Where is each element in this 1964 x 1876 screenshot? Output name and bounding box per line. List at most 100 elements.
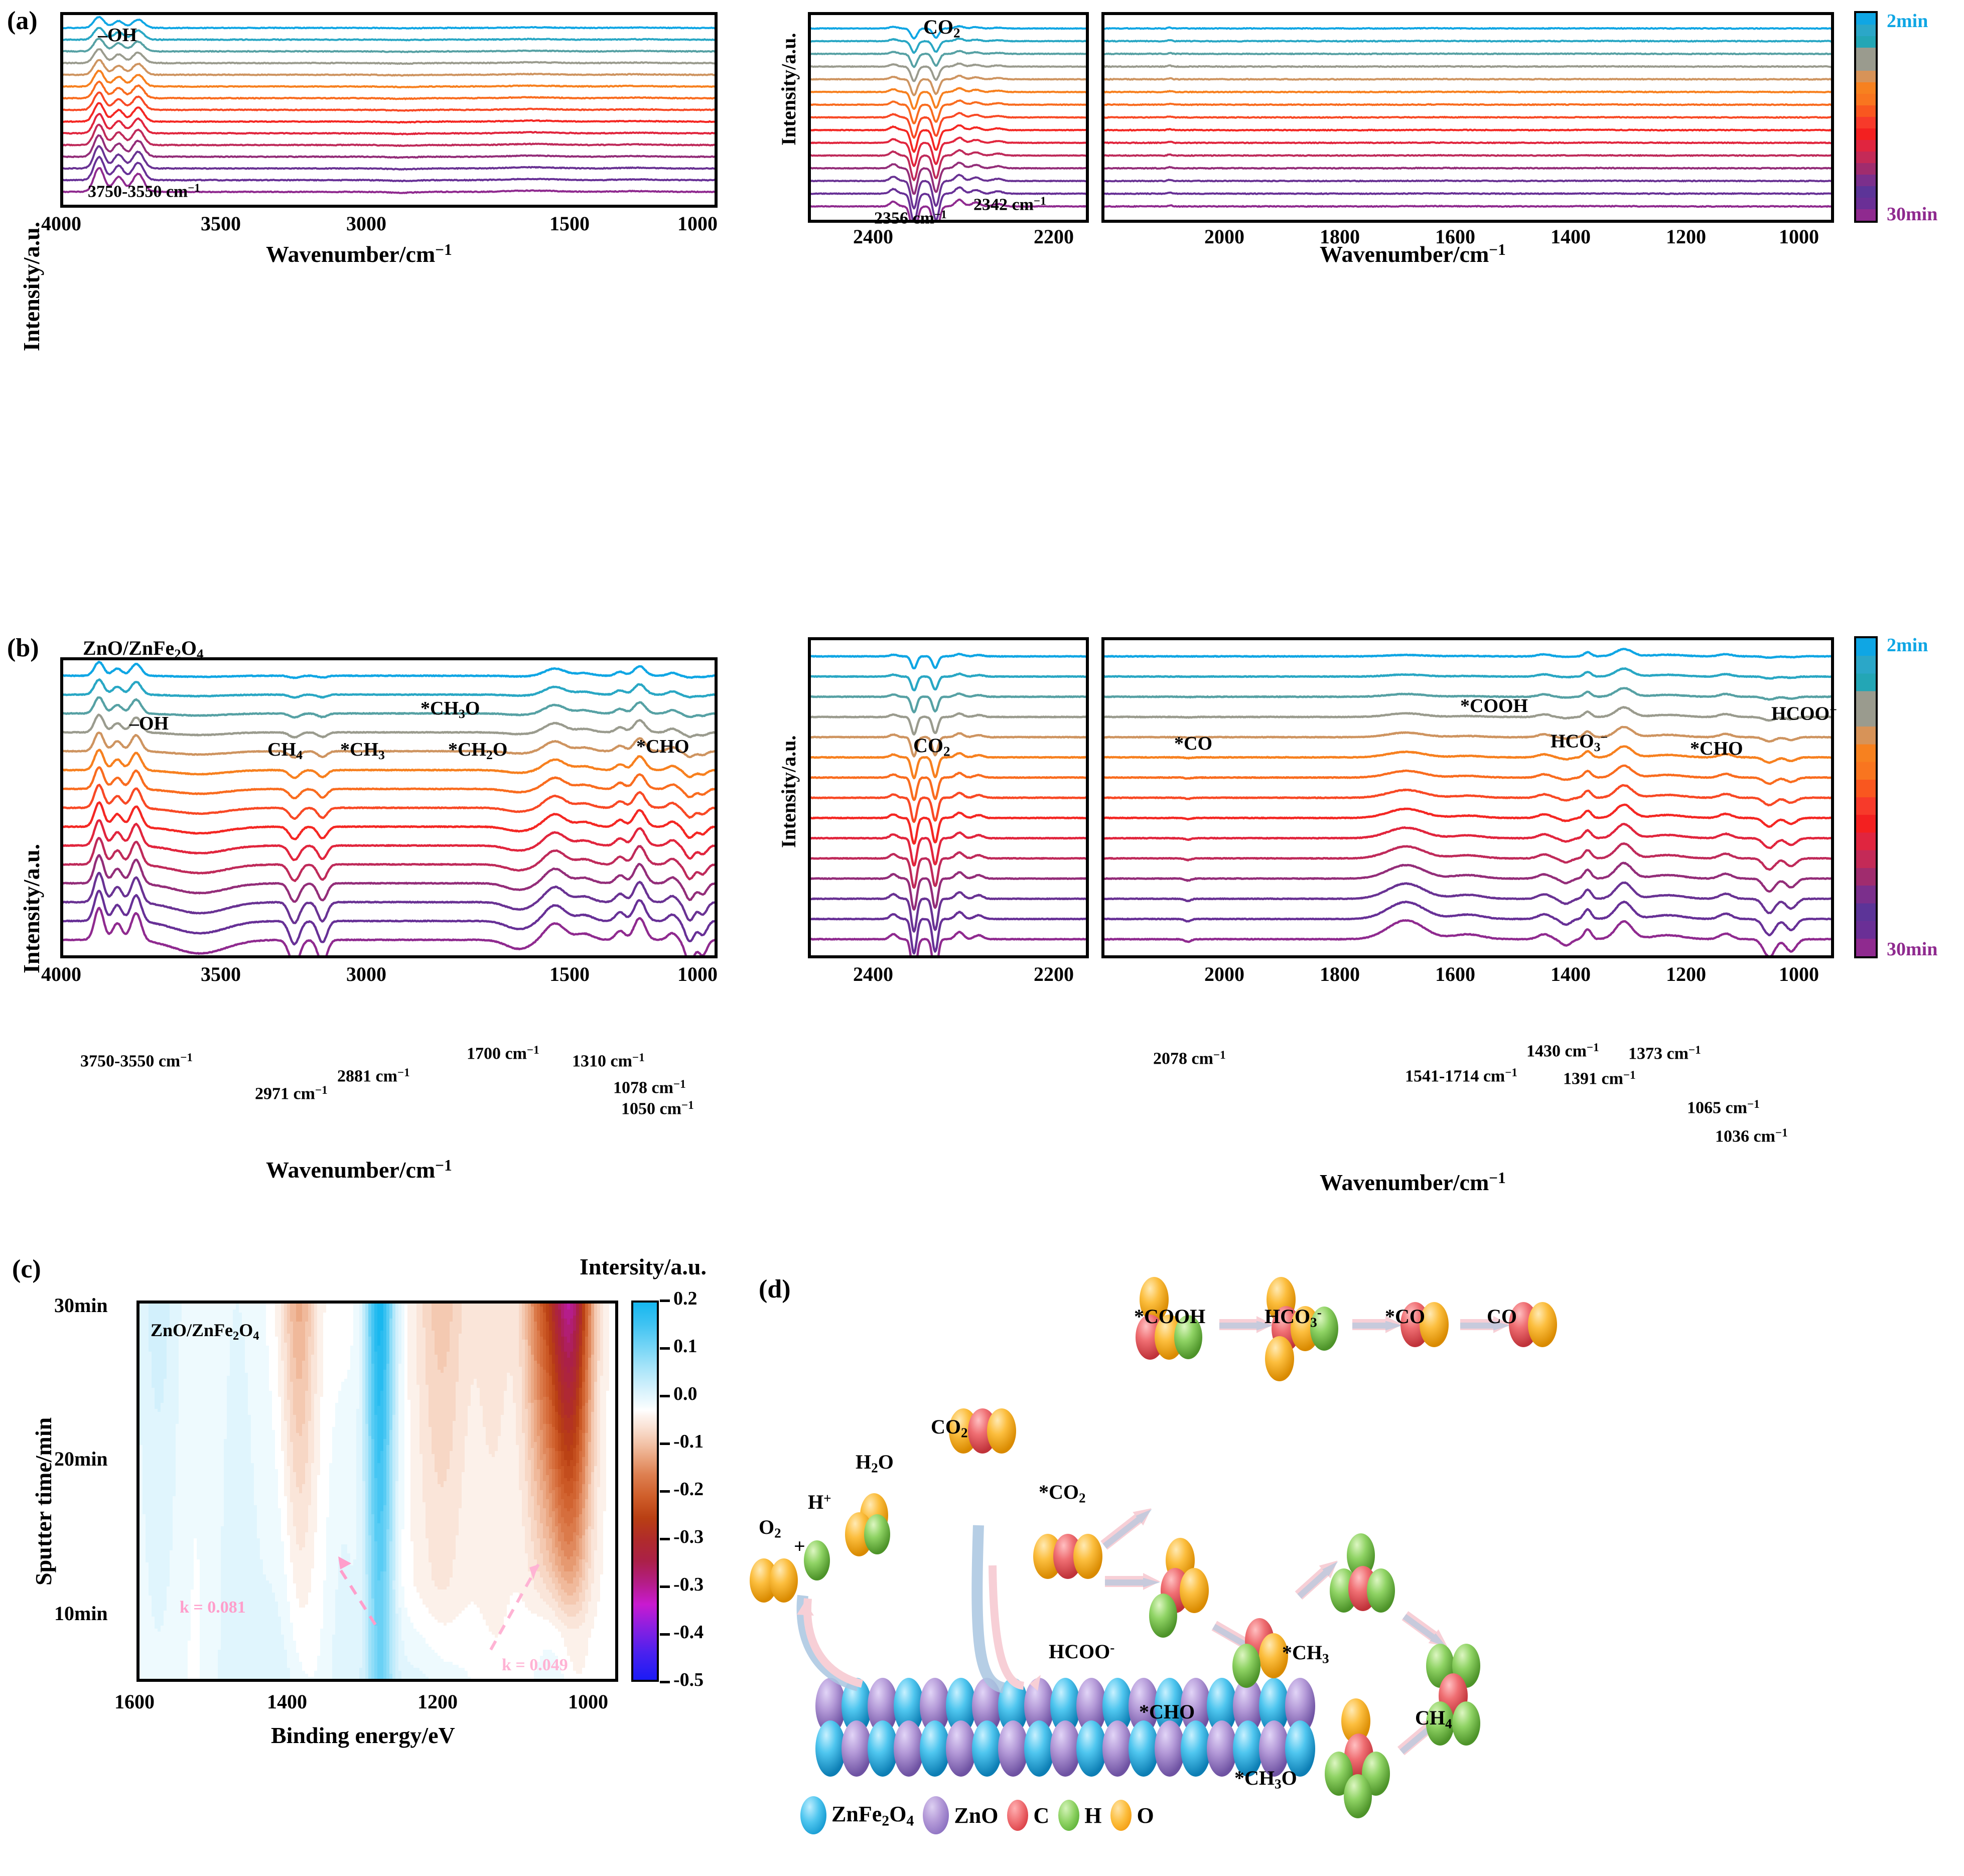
panel-c-colorbar-tick-mark [660,1538,670,1540]
panel-d-label-ads-co2: *CO2 [1039,1480,1086,1506]
panel-d-label-ch3o: *CH3O [1234,1766,1297,1792]
panel-c-heatmap-plot [136,1301,618,1682]
panel-c-xlabel: Binding energy/eV [271,1722,455,1749]
panel-a-right-xtick-1400: 1400 [1551,225,1591,248]
panel-a-left-spectra [63,16,715,194]
panel-c-colorbar-tick-mark [660,1681,670,1683]
panel-b-mid-xtick-2200: 2200 [1034,962,1074,986]
panel-a-xtick-4000: 4000 [41,212,81,235]
panel-c-colorbar-tick-label: 0.1 [673,1335,697,1357]
panel-d-label-h2o: H2O [856,1450,894,1476]
panel-d-label-ch4: CH4 [1415,1706,1452,1732]
panel-c-colorbar-title: Intersity/a.u. [580,1253,707,1280]
panel-b-peak-1700: 1700 cm−1 [467,1044,539,1063]
panel-a-xtick-3000: 3000 [346,212,386,235]
panel-b-hcoo-label: HCOO− [1771,702,1837,725]
panel-a-right-xtick-1000: 1000 [1779,225,1819,248]
panel-a-oh-label: –OH [98,24,137,46]
panel-c-colorbar-tick-mark [660,1490,670,1493]
panel-d-legend: ZnFe2O4 ZnO C H O [800,1796,1154,1834]
panel-d-label-hco3: HCO3- [1265,1305,1322,1331]
panel-a-right-xtick-2000: 2000 [1204,225,1244,248]
panel-c-xtick-1400: 1400 [267,1690,307,1713]
panel-d-label-ch3: *CH3 [1282,1641,1329,1667]
panel-b-letter: (b) [7,633,39,663]
panel-c-colorbar-tick-mark [660,1442,670,1445]
panel-b-peak-1050: 1050 cm−1 [621,1099,694,1118]
panel-d-label-cho: *CHO [1139,1700,1195,1723]
panel-b-ylabel: Intensity/a.u. [18,844,45,973]
legend-label-h: H [1084,1803,1101,1828]
panel-b-right-spectra [1104,648,1831,955]
panel-a-mid-xtick-2200: 2200 [1034,225,1074,248]
panel-c-colorbar-tick-label: -0.2 [673,1478,704,1500]
panel-a-peak-3750-3550: 3750-3550 cm−1 [88,182,200,201]
legend-label-zno: ZnO [954,1803,998,1828]
panel-c-intensity-colorbar [631,1301,659,1682]
panel-c-colorbar-tick-mark [660,1633,670,1636]
panel-b-mid-spectra [811,652,1086,955]
panel-b-time-colorbar [1854,636,1878,958]
panel-a-right-xtick-1800: 1800 [1320,225,1360,248]
oxygen-sphere-icon [1110,1800,1132,1831]
panel-b-peak-1036: 1036 cm−1 [1715,1126,1788,1146]
panel-c-letter: (c) [12,1254,41,1284]
panel-b-right-xtick-1800: 1800 [1320,962,1360,986]
panel-b-xtick-4000: 4000 [41,962,81,986]
panel-b-ch3-label: *CH3 [340,739,385,763]
panel-b-cho-right-label: *CHO [1690,738,1743,760]
panel-b-ch3o-label: *CH3O [420,697,480,721]
panel-b-xlabel: Wavenumber/cm−1 [266,1157,452,1183]
panel-b-colorbar-top-label: 2min [1887,634,1928,656]
panel-c-colorbar-tick-mark [660,1300,670,1302]
legend-item-o: O [1110,1800,1154,1831]
panel-b-xtick-3500: 3500 [201,962,241,986]
panel-c-colorbar-tick-mark [660,1585,670,1588]
panel-b-mid-ylabel: Intensity/a.u. [777,736,800,848]
panel-b-cooh-label: *COOH [1460,695,1528,717]
panel-c-xtick-1600: 1600 [114,1690,155,1713]
panel-b-ch4-label: CH4 [267,739,303,763]
panel-c-colorbar-tick-label: 0.2 [673,1287,697,1310]
panel-b-xtick-1000: 1000 [677,962,718,986]
panel-a-co2-label: CO2 [923,15,960,41]
panel-c-colorbar-tick-label: -0.5 [673,1669,704,1691]
panel-a-peak-2342: 2342 cm−1 [973,195,1046,214]
panel-b-co-label: *CO [1174,733,1212,755]
panel-b-oh-label: –OH [129,712,169,735]
panel-b-peak-2078: 2078 cm−1 [1153,1049,1226,1068]
panel-a-xtick-3500: 3500 [201,212,241,235]
legend-item-h: H [1058,1800,1101,1831]
panel-c-xtick-1000: 1000 [568,1690,608,1713]
panel-b-mid-plot [808,637,1089,958]
panel-a-mid-ylabel: Intensity/a.u. [777,33,800,146]
panel-c-colorbar-tick-label: -0.3 [673,1526,704,1548]
panel-a-letter: (a) [7,6,38,36]
panel-a-xlabel: Wavenumber/cm−1 [266,241,452,267]
panel-b-co2-label: CO2 [913,734,950,760]
panel-c-ytick-30min: 30min [54,1293,108,1317]
panel-b-right-xlabel: Wavenumber/cm−1 [1320,1169,1506,1196]
panel-a-mid-xtick-2400: 2400 [853,225,893,248]
panel-a-colorbar-top-label: 2min [1887,10,1928,32]
panel-d-label-co2: CO2 [931,1415,968,1441]
panel-b-right-xtick-2000: 2000 [1204,962,1244,986]
panel-d-label-cooh: *COOH [1134,1305,1205,1328]
panel-b-peak-1430: 1430 cm−1 [1526,1041,1599,1061]
panel-a-peak-2356: 2356 cm−1 [874,208,947,228]
panel-a-ylabel: Intensity/a.u. [18,222,45,351]
panel-c-sample-label: ZnO/ZnFe2O4 [151,1320,259,1343]
panel-b-xtick-1500: 1500 [549,962,590,986]
panel-b-peak-1078: 1078 cm−1 [613,1078,686,1097]
panel-b-colorbar-bottom-label: 30min [1887,938,1937,960]
legend-item-znfe2o4: ZnFe2O4 [800,1796,914,1834]
panel-c-ytick-10min: 10min [54,1602,108,1625]
panel-b-peak-1373: 1373 cm−1 [1628,1044,1701,1063]
panel-b-peak-2881: 2881 cm−1 [337,1066,410,1086]
panel-d-label-o2: O2 [759,1515,781,1541]
panel-d-label-hcoo: HCOO- [1049,1640,1114,1663]
panel-a-right-spectra [1104,26,1831,208]
panel-a-colorbar-bottom-label: 30min [1887,203,1937,225]
panel-c-colorbar-tick-mark [660,1347,670,1350]
panel-b-peak-1310: 1310 cm−1 [572,1051,645,1071]
